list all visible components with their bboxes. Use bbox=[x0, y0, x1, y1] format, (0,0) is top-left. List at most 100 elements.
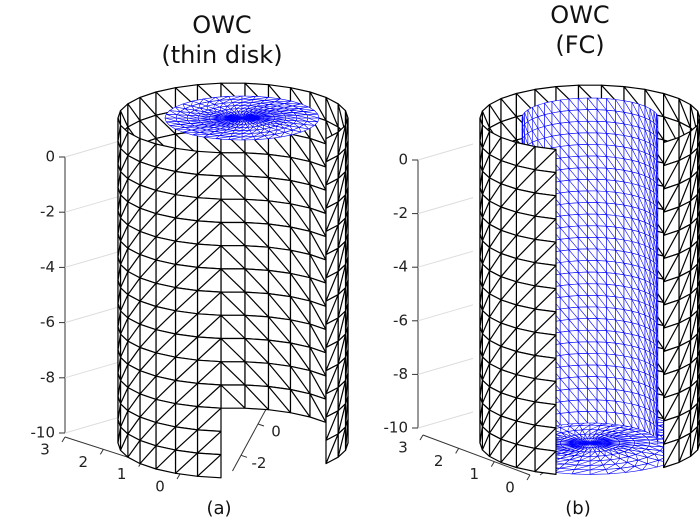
shell-face bbox=[198, 360, 222, 385]
tube-face bbox=[578, 179, 587, 191]
tube-face bbox=[624, 252, 632, 265]
tube-face bbox=[597, 412, 606, 424]
shell-face bbox=[198, 407, 222, 432]
tube-face bbox=[569, 145, 578, 157]
tube-face bbox=[624, 403, 632, 416]
tube-face bbox=[624, 136, 632, 149]
shell-face bbox=[269, 363, 291, 389]
y-tick-label: 2 bbox=[79, 453, 89, 471]
tube-face bbox=[607, 250, 616, 263]
shell-face bbox=[198, 314, 222, 339]
shell-face bbox=[221, 315, 245, 338]
tube-face bbox=[588, 98, 598, 110]
shell-face bbox=[198, 291, 222, 316]
tube-face bbox=[552, 112, 560, 125]
shell-face bbox=[245, 362, 269, 387]
tube-face bbox=[624, 356, 632, 369]
tube-face bbox=[616, 227, 625, 240]
tube-face bbox=[578, 203, 587, 215]
tube-face bbox=[616, 262, 625, 275]
shell-face bbox=[480, 420, 482, 450]
tube-face bbox=[569, 284, 578, 296]
tube-face bbox=[632, 369, 639, 383]
tube-face bbox=[569, 296, 578, 308]
tube-face bbox=[569, 156, 578, 168]
shell-face bbox=[176, 148, 198, 174]
chart-title: OWC(FC) bbox=[550, 1, 609, 59]
title-line: (thin disk) bbox=[161, 41, 282, 69]
tube-face bbox=[632, 102, 639, 116]
tube-face bbox=[607, 342, 616, 355]
tube-face bbox=[632, 160, 639, 173]
shell-face bbox=[221, 385, 245, 408]
tube-face bbox=[607, 180, 616, 193]
tube-face bbox=[588, 203, 598, 215]
shell-face bbox=[535, 402, 556, 428]
tube-face bbox=[569, 133, 578, 145]
tube-face bbox=[578, 249, 587, 261]
shell-face bbox=[198, 198, 222, 223]
tube-face bbox=[650, 422, 654, 436]
tube-face bbox=[597, 261, 606, 273]
tube-face bbox=[578, 272, 587, 284]
shell-face bbox=[291, 390, 311, 418]
z-tick-label: -8 bbox=[40, 368, 55, 386]
disk-face bbox=[165, 118, 177, 122]
tube-face bbox=[624, 240, 632, 253]
disk-face bbox=[198, 118, 210, 120]
tube-face bbox=[569, 365, 578, 377]
tube-face bbox=[569, 389, 578, 401]
tube-face bbox=[624, 228, 632, 241]
shell-face bbox=[245, 385, 269, 410]
tube-face bbox=[616, 413, 625, 426]
tube-face bbox=[545, 113, 553, 126]
shell-face bbox=[198, 175, 222, 200]
tube-face bbox=[569, 98, 578, 110]
shell-face bbox=[221, 246, 245, 269]
shell-face bbox=[535, 286, 556, 312]
tube-face bbox=[560, 180, 569, 193]
tube-face bbox=[616, 169, 625, 182]
tube-face bbox=[624, 217, 632, 230]
tube-face bbox=[616, 332, 625, 345]
shell-face bbox=[516, 444, 535, 471]
tube-face bbox=[624, 368, 632, 381]
caption: (a) bbox=[206, 498, 231, 519]
y-tick-label: 1 bbox=[117, 465, 127, 483]
tube-face bbox=[607, 226, 616, 238]
disk-face bbox=[187, 118, 199, 121]
grid-line bbox=[65, 362, 120, 378]
tube-face bbox=[569, 400, 578, 412]
tube-face bbox=[624, 286, 632, 299]
grid-line bbox=[65, 307, 120, 323]
grid-line bbox=[65, 417, 120, 433]
tube-face bbox=[545, 125, 553, 138]
disk-face bbox=[590, 465, 606, 470]
grid-line bbox=[418, 305, 473, 321]
tube-face bbox=[624, 147, 632, 160]
tube-face bbox=[560, 378, 569, 391]
tube-face bbox=[578, 353, 587, 365]
caption: (b) bbox=[565, 498, 590, 519]
tube-face bbox=[597, 249, 606, 261]
tube-face bbox=[578, 411, 587, 423]
tube-face bbox=[616, 250, 625, 263]
tube-face bbox=[597, 121, 606, 133]
tube-face bbox=[578, 388, 587, 400]
z-tick-label: -8 bbox=[393, 365, 408, 383]
tube-face bbox=[569, 412, 578, 424]
tube-face bbox=[578, 133, 587, 145]
tube-face bbox=[560, 262, 569, 275]
tube-face bbox=[607, 261, 616, 274]
shell-face bbox=[535, 170, 556, 196]
tube-face bbox=[588, 168, 598, 180]
disk-face bbox=[634, 440, 650, 443]
tube-face bbox=[632, 207, 639, 221]
tube-face bbox=[616, 285, 625, 298]
grid-line bbox=[65, 196, 120, 212]
tube-face bbox=[560, 122, 569, 135]
tube-face bbox=[569, 330, 578, 342]
shell-face bbox=[501, 439, 516, 467]
tube-face bbox=[597, 272, 606, 284]
tube-face bbox=[632, 381, 639, 395]
